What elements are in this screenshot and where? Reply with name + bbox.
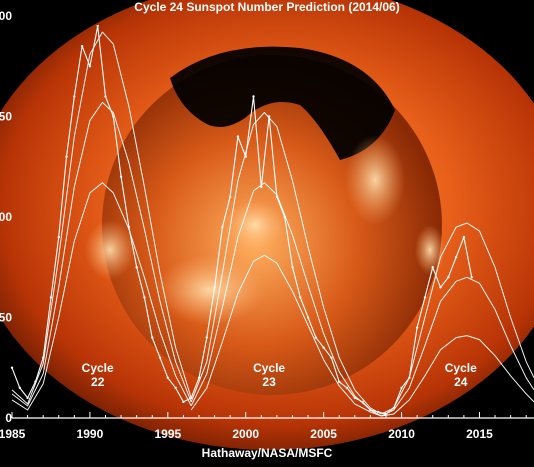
sunspot-data-point — [26, 396, 29, 400]
sunspot-data-point — [104, 95, 107, 98]
cycle-number: 24 — [454, 375, 468, 389]
x-tick-label: 1990 — [77, 427, 104, 441]
cycle-label: Cycle — [445, 361, 477, 375]
prediction-curve — [11, 182, 192, 411]
sunspot-data-point — [65, 155, 68, 158]
sunspot-data-point — [49, 296, 53, 299]
y-tick-label: 50 — [0, 311, 12, 325]
cycle-label: Cycle — [82, 361, 114, 375]
sunspot-data-point — [197, 376, 201, 379]
sunspot-data-point — [10, 366, 14, 369]
sunspot-data-point — [228, 195, 232, 199]
sunspot-data-point — [158, 356, 162, 359]
coronal-hole — [170, 46, 395, 160]
cycle-number: 23 — [262, 375, 276, 389]
sunspot-data-point — [73, 95, 76, 98]
sunspot-data-point — [80, 44, 84, 48]
sunspot-data-point — [267, 115, 271, 118]
x-tick-label: 2005 — [310, 427, 337, 441]
prediction-curve — [381, 276, 534, 417]
prediction-curve — [190, 254, 382, 417]
sunspot-data-point — [353, 396, 357, 400]
sunspot-data-point — [174, 386, 177, 390]
active-region — [85, 220, 135, 280]
sunspot-data-point — [470, 276, 473, 279]
sunspot-data-point — [275, 195, 279, 199]
sunspot-data-point — [252, 95, 255, 98]
y-tick-label: 100 — [0, 210, 12, 224]
sunspot-data-point — [18, 386, 21, 390]
sunspot-data-point — [260, 185, 263, 189]
sunspot-data-point — [34, 380, 37, 384]
sunspot-data-point — [384, 412, 388, 416]
sunspot-data-point — [119, 175, 123, 178]
sunspot-data-point — [283, 215, 286, 219]
sunspot-data-point — [306, 316, 310, 319]
sunspot-data-point — [166, 376, 170, 379]
sunspot-data-point — [135, 266, 138, 269]
sunspot-series-line — [11, 25, 473, 415]
sunspot-data-point — [447, 276, 450, 279]
prediction-curve — [381, 335, 534, 417]
sunspot-data-point — [423, 296, 427, 299]
sunspot-data-point — [415, 326, 419, 329]
chart-credit: Hathaway/NASA/MSFC — [201, 446, 333, 460]
sunspot-data-point — [205, 336, 208, 339]
x-tick-label: 1985 — [0, 427, 26, 441]
cycle-number: 22 — [91, 375, 105, 389]
active-region — [155, 255, 265, 325]
sunspot-data-point — [57, 235, 60, 239]
sunspot-data-point — [96, 24, 99, 28]
sunspot-data-point — [182, 400, 185, 404]
active-region — [345, 135, 405, 225]
sunspot-data-point — [431, 266, 434, 269]
cycle-label: Cycle — [253, 361, 285, 375]
sunspot-data-point — [112, 115, 115, 118]
sunspot-data-point — [236, 135, 240, 138]
prediction-curve — [190, 112, 382, 415]
sunspot-data-point — [314, 336, 318, 339]
active-region — [225, 200, 285, 250]
x-tick-label: 2010 — [388, 427, 415, 441]
prediction-curve — [11, 31, 192, 405]
x-tick-label: 2015 — [466, 427, 493, 441]
sunspot-data-point — [127, 225, 131, 229]
sunspot-data-point — [189, 396, 193, 400]
chart-title: Cycle 24 Sunspot Number Prediction (2014… — [134, 0, 400, 14]
x-tick-label: 1995 — [154, 427, 181, 441]
sunspot-data-point — [392, 406, 395, 410]
sunspot-data-point — [330, 356, 333, 359]
prediction-curve — [190, 182, 382, 417]
active-region — [415, 225, 445, 275]
sunspot-data-point — [221, 225, 224, 229]
prediction-curve — [381, 222, 534, 415]
y-tick-label: 0 — [5, 411, 12, 425]
sunspot-data-point — [454, 256, 458, 259]
sunspot-data-point — [244, 155, 247, 158]
sunspot-data-point — [338, 380, 341, 384]
sunspot-data-point — [400, 386, 403, 390]
y-tick-label: 200 — [0, 9, 12, 23]
sunspot-data-point — [361, 400, 364, 404]
sunspot-data-point — [369, 408, 372, 412]
sunspot-data-point — [299, 296, 302, 299]
x-tick-label: 2000 — [232, 427, 259, 441]
prediction-curve — [11, 101, 192, 407]
sunspot-data-point — [345, 386, 349, 390]
sunspot-data-point — [41, 356, 45, 359]
y-tick-label: 150 — [0, 110, 12, 124]
sunspot-data-point — [322, 346, 325, 349]
sunspot-data-point — [376, 410, 380, 414]
sunspot-data-point — [88, 65, 92, 68]
sunspot-data-point — [462, 235, 466, 239]
sunspot-data-point — [143, 296, 146, 299]
sunspot-data-point — [213, 286, 216, 289]
sunspot-data-point — [408, 376, 411, 379]
sunspot-data-point — [151, 336, 154, 339]
sunspot-data-point — [439, 286, 442, 289]
sunspot-data-point — [291, 266, 294, 269]
